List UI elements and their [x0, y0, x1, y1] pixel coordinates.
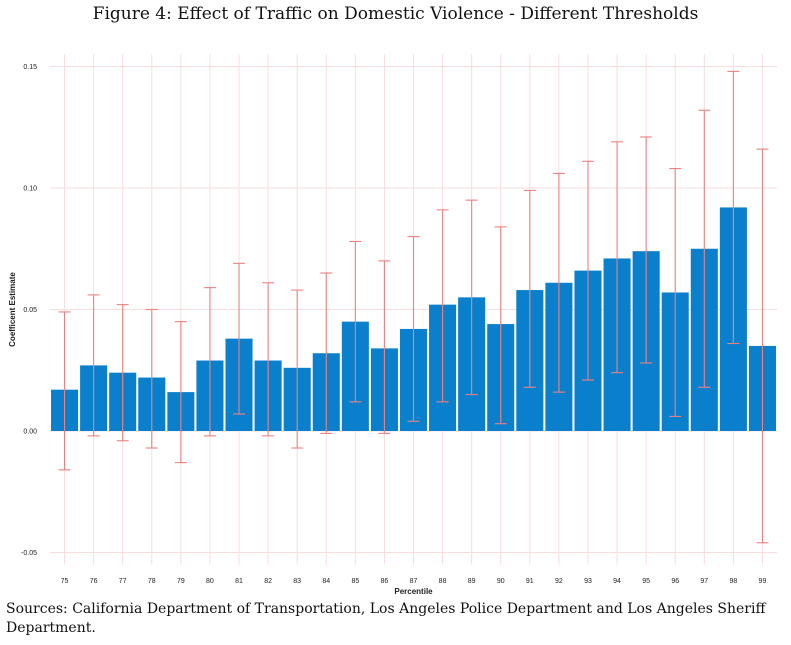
x-tick-label: 90: [497, 578, 505, 585]
x-tick-label: 92: [555, 578, 563, 585]
x-tick-label: 86: [381, 578, 389, 585]
x-tick-label: 75: [61, 578, 69, 585]
error-bar-89: [465, 199, 478, 396]
error-bar-91: [523, 189, 536, 388]
x-axis-ticks: 75 76 77 78 79 80 81 82 83 84 85 86 87 88 89 90 91 92 93 94…: [61, 578, 767, 585]
x-tick-label: 82: [264, 578, 272, 585]
x-tick-label: 98: [729, 578, 737, 585]
figure-title: Figure 4: Effect of Traffic on Domestic …: [92, 4, 699, 24]
x-tick-label: 88: [439, 578, 447, 585]
error-bar-83: [291, 289, 304, 449]
x-tick-label: 96: [671, 578, 679, 585]
x-tick-label: 91: [526, 578, 534, 585]
x-tick-label: 97: [700, 578, 708, 585]
error-bar-93: [581, 160, 594, 381]
error-bar-84: [320, 272, 333, 434]
error-bar-97: [698, 109, 711, 388]
x-tick-label: 83: [293, 578, 301, 585]
error-bar-77: [116, 304, 129, 442]
x-tick-label: 81: [235, 578, 243, 585]
error-bar-95: [640, 136, 653, 364]
error-bar-99: [756, 148, 769, 544]
x-tick-label: 78: [148, 578, 156, 585]
y-axis-title: Coefficent Estimate: [8, 272, 17, 347]
y-tick-label: 0.05: [23, 307, 37, 314]
x-tick-label: 80: [206, 578, 214, 585]
x-tick-label: 94: [613, 578, 621, 585]
figure-caption: Sources: California Department of Transp…: [6, 601, 766, 636]
error-bar-96: [669, 168, 682, 417]
x-tick-label: 79: [177, 578, 185, 585]
error-bar-87: [407, 236, 420, 422]
error-bar-79: [174, 321, 187, 464]
x-tick-label: 93: [584, 578, 592, 585]
error-bar-78: [145, 308, 158, 449]
error-bar-94: [611, 141, 624, 374]
error-bars: [58, 70, 769, 544]
error-bar-80: [203, 287, 216, 437]
error-bar-86: [378, 260, 391, 434]
error-bar-82: [262, 282, 275, 437]
x-tick-label: 84: [322, 578, 330, 585]
error-bar-88: [436, 209, 449, 403]
error-bar-85: [349, 240, 362, 403]
bar-chart: -0.05 0.00 0.05 0.10 0.15 75 76 77 78 79 80 81 82 83…: [8, 54, 777, 596]
x-axis-title: Percentile: [394, 587, 433, 596]
x-tick-label: 89: [468, 578, 476, 585]
error-bar-75: [58, 311, 71, 471]
y-tick-label: 0.00: [23, 429, 37, 436]
error-bar-90: [494, 226, 507, 425]
x-tick-label: 95: [642, 578, 650, 585]
x-tick-label: 77: [119, 578, 127, 585]
x-tick-label: 76: [90, 578, 98, 585]
x-tick-label: 99: [759, 578, 767, 585]
x-tick-label: 85: [351, 578, 359, 585]
error-bar-81: [233, 262, 246, 415]
y-tick-label: -0.05: [21, 550, 37, 557]
error-bar-92: [552, 172, 565, 393]
error-bar-98: [727, 70, 740, 345]
y-tick-label: 0.15: [23, 64, 37, 71]
y-axis-ticks: -0.05 0.00 0.05 0.10 0.15: [21, 64, 37, 557]
x-tick-label: 87: [410, 578, 418, 585]
error-bar-76: [87, 294, 100, 437]
y-tick-label: 0.10: [23, 186, 37, 193]
